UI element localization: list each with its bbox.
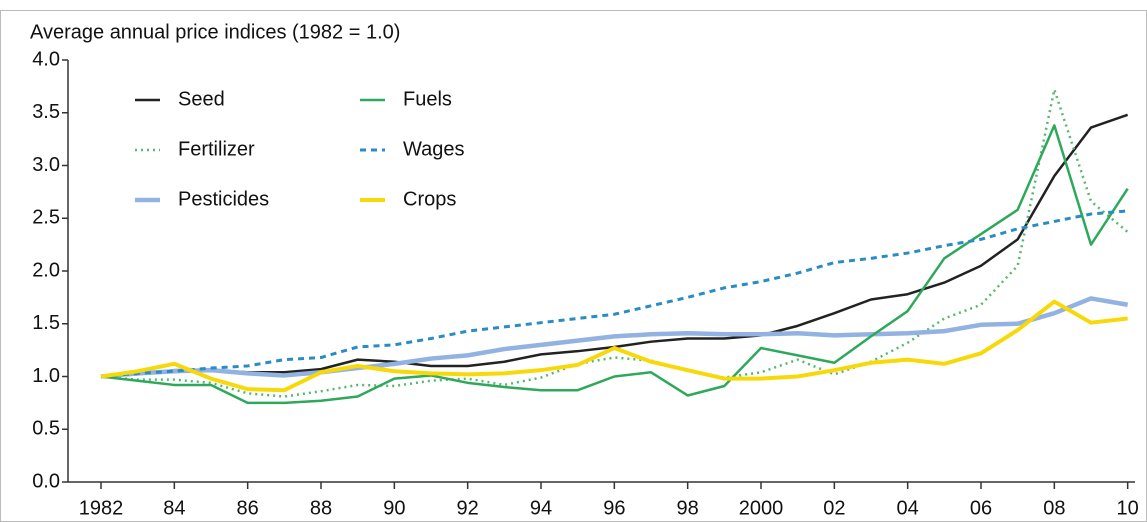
series-line xyxy=(100,296,1129,379)
y-tick-label: 0.5 xyxy=(32,418,60,440)
y-tick-label: 0.0 xyxy=(32,470,60,492)
y-tick-label: 2.0 xyxy=(32,259,60,281)
x-tick-label: 84 xyxy=(163,497,185,519)
series-line xyxy=(100,124,1129,405)
y-tick-label: 4.0 xyxy=(32,48,60,70)
legend-label: Fertilizer xyxy=(178,138,255,160)
series-line xyxy=(100,209,1128,378)
x-tick-label: 08 xyxy=(1043,497,1065,519)
x-tick-label: 92 xyxy=(457,497,479,519)
y-tick-label: 2.5 xyxy=(32,207,60,229)
y-tick-label: 1.5 xyxy=(32,312,60,334)
x-tick-label: 86 xyxy=(237,497,259,519)
legend-label: Wages xyxy=(403,138,465,160)
x-tick-label: 10 xyxy=(1117,497,1139,519)
x-tick-label: 96 xyxy=(603,497,625,519)
chart-title: Average annual price indices (1982 = 1.0… xyxy=(30,21,400,43)
legend-label: Crops xyxy=(403,188,456,210)
x-tick-label: 94 xyxy=(530,497,552,519)
series-line xyxy=(100,88,1129,398)
legend-label: Pesticides xyxy=(178,188,269,210)
y-tick-label: 1.0 xyxy=(32,365,60,387)
x-tick-label: 04 xyxy=(897,497,919,519)
legend-label: Fuels xyxy=(403,88,452,110)
y-tick-label: 3.0 xyxy=(32,154,60,176)
x-tick-label: 02 xyxy=(823,497,845,519)
x-tick-label: 90 xyxy=(383,497,405,519)
frame xyxy=(0,10,1147,522)
x-tick-label: 06 xyxy=(970,497,992,519)
y-tick-label: 3.5 xyxy=(32,101,60,123)
x-tick-label: 98 xyxy=(677,497,699,519)
x-tick-label: 1982 xyxy=(79,497,124,519)
series-line xyxy=(100,299,1128,393)
x-tick-label: 2000 xyxy=(739,497,784,519)
x-tick-label: 88 xyxy=(310,497,332,519)
legend-label: Seed xyxy=(178,88,225,110)
